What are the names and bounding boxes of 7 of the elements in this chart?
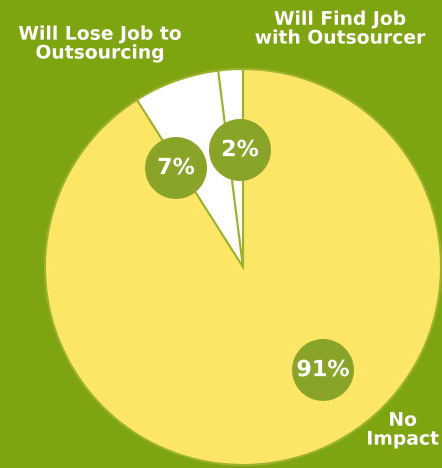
data-label: 7% — [158, 158, 194, 174]
data-label: 91% — [298, 360, 349, 376]
slice-label: Will Find Job with Outsourcer — [255, 10, 426, 44]
data-label: 2% — [222, 140, 258, 156]
slice-label: No Impact — [368, 412, 439, 449]
pie-slice — [44, 68, 442, 466]
slice-label: Will Lose Job to Outsourcing — [18, 25, 181, 63]
